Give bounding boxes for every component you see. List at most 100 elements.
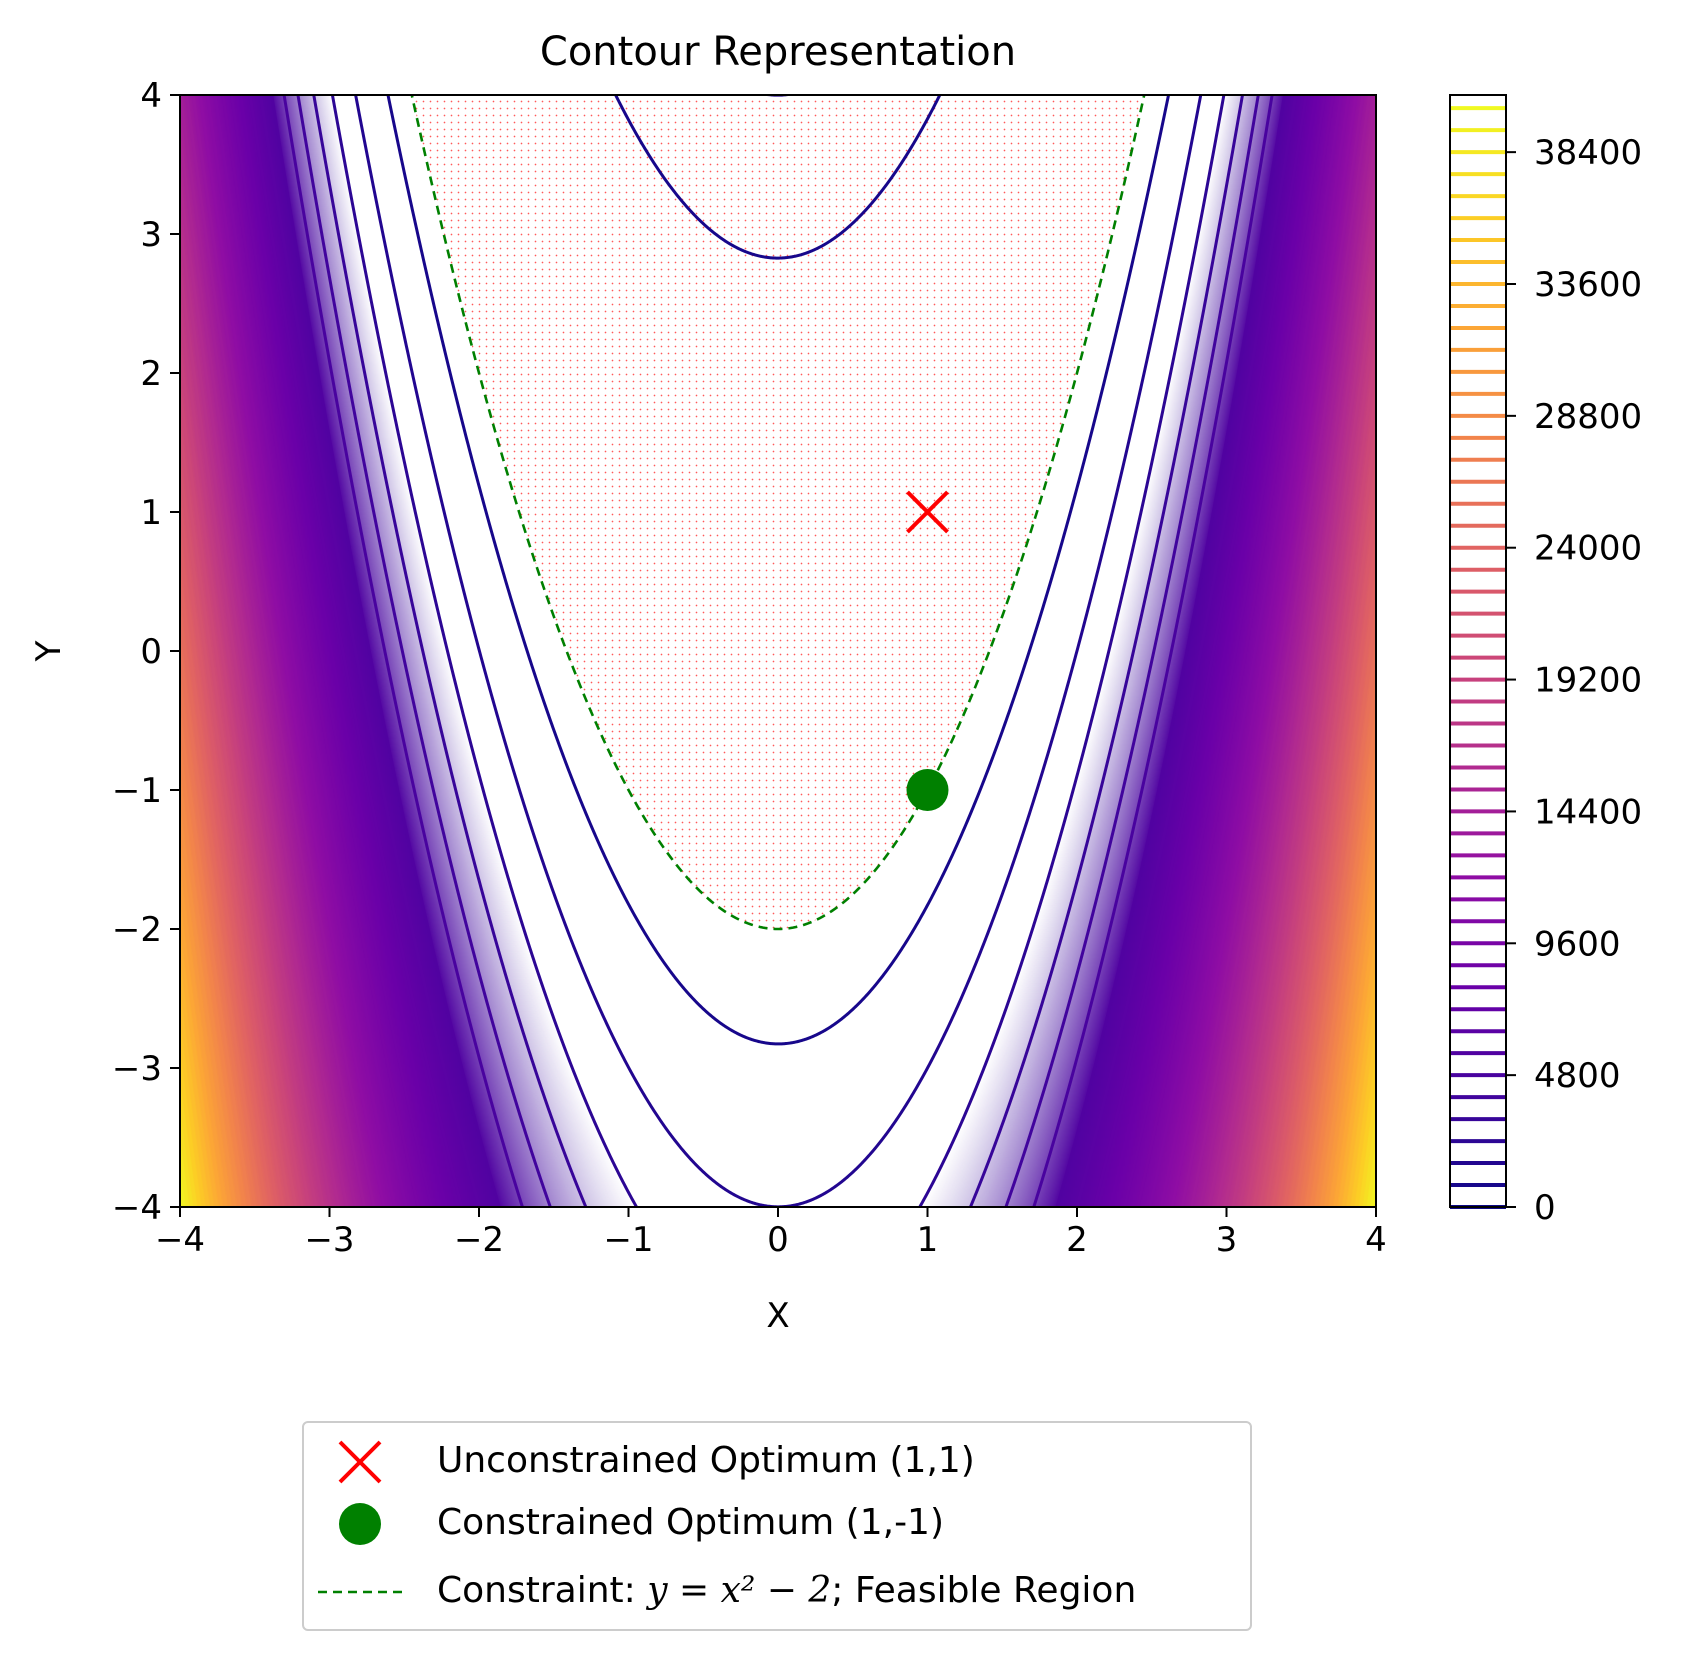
contour-line-49-lower <box>180 1177 1376 1207</box>
y-tick-label-0: −4 <box>112 1188 162 1228</box>
contour-line-35-lower <box>180 751 1376 1207</box>
contour-line-39-lower <box>180 881 1376 1207</box>
contour-line-22-lower <box>180 269 1376 1207</box>
contour-line-27-lower <box>180 468 1376 1207</box>
contour-line-41-lower <box>180 943 1376 1207</box>
contour-line-40-lower <box>180 912 1376 1207</box>
y-tick-label-2: −2 <box>112 910 162 950</box>
x-tick-label-0: −4 <box>155 1220 205 1260</box>
feasible-region <box>411 95 1145 929</box>
y-tick-label-3: −1 <box>112 771 162 811</box>
colorbar-tick-label-4: 19200 <box>1534 661 1642 701</box>
legend-label-unconstrained: Unconstrained Optimum (1,1) <box>437 1440 975 1481</box>
constraint-curve <box>410 95 1146 931</box>
contour-line-30-lower <box>180 579 1376 1207</box>
contour-line-3-lower <box>330 95 1226 1207</box>
contour-line-46-lower <box>180 1092 1376 1207</box>
contour-line-26-lower <box>180 430 1376 1207</box>
contour-line-45-lower <box>180 1063 1376 1207</box>
contour-line-25-lower <box>180 391 1376 1207</box>
colorbar-tick-label-5: 24000 <box>1534 529 1642 569</box>
contour-line-12-lower <box>221 95 1335 1207</box>
legend-label-constraint-prefix: Constraint: <box>437 1570 647 1611</box>
contour-line-36-lower <box>180 784 1376 1207</box>
contour-line-10-lower <box>238 95 1318 1207</box>
contour-line-1-upper <box>613 95 942 260</box>
legend-label-constraint-math: y = x² − 2 <box>645 1570 831 1611</box>
contour-line-5-lower <box>296 95 1260 1207</box>
colorbar-ticks: 0 4800 9600 14400 19200 24000 28800 33600 38400 <box>1506 133 1642 1228</box>
y-tick-label-4: 0 <box>140 632 162 672</box>
contour-line-32-lower <box>180 649 1376 1207</box>
constrained-optimum-marker <box>906 769 949 811</box>
unconstrained-optimum-stroke-2 <box>906 490 949 534</box>
contour-line-1-lower <box>386 95 1171 1046</box>
contour-line-44-lower <box>180 1033 1376 1207</box>
chart-title: Contour Representation <box>540 29 1016 75</box>
contour-line-21-lower <box>180 227 1376 1207</box>
contour-line-31-lower <box>180 614 1376 1207</box>
x-tick-label-7: 3 <box>1216 1220 1238 1260</box>
x-tick-label-2: −2 <box>454 1220 504 1260</box>
legend: Unconstrained Optimum (1,1) Constrained … <box>302 1421 1252 1631</box>
contour-line-47-lower <box>180 1121 1376 1207</box>
contour-line-48-lower <box>180 1149 1376 1207</box>
contour-line-43-lower <box>180 1003 1376 1207</box>
colorbar-tick-label-2: 9600 <box>1534 924 1621 964</box>
x-tick-label-5: 1 <box>917 1220 939 1260</box>
colorbar-background <box>1450 95 1506 1207</box>
contour-line-37-lower <box>180 817 1376 1207</box>
legend-constrained-icon <box>339 1503 381 1545</box>
contour-line-16-lower <box>191 95 1365 1207</box>
x-tick-label-6: 2 <box>1066 1220 1088 1260</box>
contour-line-13-lower <box>213 95 1343 1207</box>
contour-line-23-lower <box>180 311 1376 1207</box>
contour-line-33-lower <box>180 684 1376 1207</box>
x-tick-label-1: −3 <box>304 1220 354 1260</box>
contour-line-15-lower <box>198 95 1358 1207</box>
colorbar-frame <box>1449 94 1507 1208</box>
colorbar: 0 4800 9600 14400 19200 24000 28800 33600 38400 <box>1449 94 1642 1228</box>
colorbar-tick-label-3: 14400 <box>1534 792 1642 832</box>
legend-unconstrained-icon <box>338 1440 382 1484</box>
contour-line-11-lower <box>229 95 1327 1207</box>
y-tick-label-1: −3 <box>112 1049 162 1089</box>
contour-line-28-lower <box>180 505 1376 1207</box>
y-tick-label-8: 4 <box>140 76 162 116</box>
x-axis-ticks: −4 −3 −2 −1 0 1 2 3 4 <box>155 1207 1387 1260</box>
contour-line-6-lower <box>282 95 1274 1207</box>
contour-line-20-lower <box>180 183 1376 1207</box>
y-tick-label-6: 2 <box>140 354 162 394</box>
plot-area <box>180 95 1376 1207</box>
contour-line-8-lower <box>258 95 1298 1207</box>
legend-label-constraint-suffix: ; Feasible Region <box>831 1570 1136 1611</box>
colorbar-tick-label-0: 0 <box>1534 1188 1556 1228</box>
x-tick-label-3: −1 <box>603 1220 653 1260</box>
contour-line-29-lower <box>180 542 1376 1207</box>
y-tick-label-7: 3 <box>140 215 162 255</box>
x-axis-label: X <box>766 1296 789 1336</box>
contour-line-42-lower <box>180 973 1376 1207</box>
contour-line-14-lower <box>205 95 1351 1207</box>
y-tick-label-5: 1 <box>140 493 162 533</box>
contour-line-9-lower <box>248 95 1308 1207</box>
contour-line-4-lower <box>312 95 1245 1207</box>
contour-line-18-lower <box>180 95 1376 1207</box>
x-tick-label-4: 0 <box>767 1220 789 1260</box>
colorbar-levels <box>1450 106 1506 1209</box>
colorbar-tick-label-1: 4800 <box>1534 1056 1621 1096</box>
contour-line-19-lower <box>180 139 1376 1207</box>
contour-lines <box>180 95 1376 1207</box>
x-tick-label-8: 4 <box>1365 1220 1387 1260</box>
colorbar-tick-label-7: 33600 <box>1534 265 1642 305</box>
contour-line-24-lower <box>180 351 1376 1207</box>
unconstrained-optimum-marker <box>906 490 949 534</box>
y-axis-ticks: −4 −3 −2 −1 0 1 2 3 4 <box>112 76 180 1228</box>
legend-label-constrained: Constrained Optimum (1,-1) <box>437 1502 944 1543</box>
contour-line-38-lower <box>180 849 1376 1207</box>
colorbar-tick-label-6: 28800 <box>1534 397 1642 437</box>
colorbar-tick-label-8: 38400 <box>1534 133 1642 173</box>
legend-label-constraint: Constraint: y = x² − 2; Feasible Region <box>437 1570 1136 1611</box>
